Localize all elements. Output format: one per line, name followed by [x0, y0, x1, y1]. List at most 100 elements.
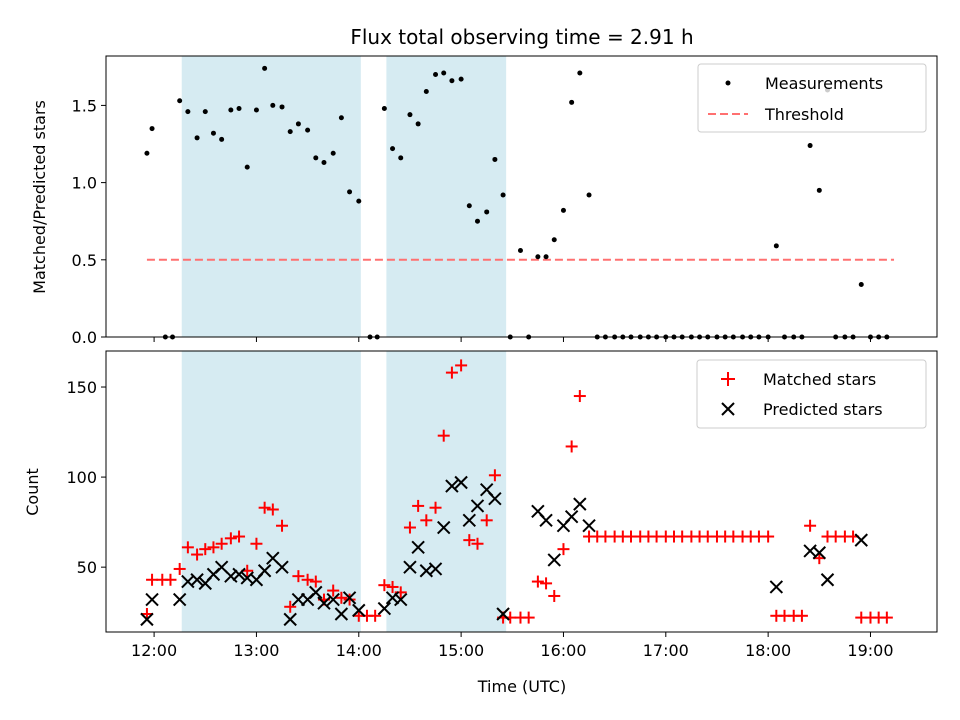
matched-stars-point — [276, 519, 289, 532]
legend-matched-marker — [721, 372, 735, 386]
measurement-point — [474, 218, 480, 224]
legend-threshold-label: Threshold — [764, 105, 844, 124]
measurement-point — [458, 76, 464, 82]
measurement-point — [551, 237, 557, 243]
measurement-point — [381, 105, 387, 111]
predicted-stars-point — [582, 519, 596, 533]
predicted-stars-point — [573, 497, 587, 511]
bottom-y-axis-label: Count — [23, 468, 42, 516]
predicted-stars-point — [539, 513, 553, 528]
measurement-point — [569, 99, 575, 105]
measurement-point — [253, 107, 259, 113]
bottom-legend-box — [696, 359, 927, 429]
measurement-point — [194, 135, 200, 141]
matched-stars-point — [445, 366, 458, 379]
predicted-stars-point — [283, 612, 297, 627]
measurement-point — [305, 127, 311, 133]
measurement-point — [313, 155, 319, 161]
matched-stars-point — [437, 429, 450, 442]
matched-stars-point — [795, 609, 808, 622]
predicted-stars-point — [854, 533, 868, 547]
legend-measurements-marker — [725, 80, 731, 86]
predicted-stars-point — [145, 592, 159, 607]
predicted-stars-point — [769, 580, 784, 594]
predicted-stars-point — [326, 592, 340, 607]
predicted-stars-point — [411, 540, 425, 555]
measurement-point — [202, 109, 208, 115]
matched-stars-point — [266, 503, 279, 516]
predicted-stars-point — [309, 585, 323, 600]
measurement-point — [338, 115, 344, 121]
predicted-stars-point — [496, 607, 510, 621]
top-y-axis: 0.0 0.5 1.0 1.5 — [72, 96, 106, 347]
matched-stars-point — [181, 541, 194, 554]
matched-stars-point — [378, 579, 391, 592]
predicted-stars-point — [428, 562, 443, 576]
measurement-point — [517, 248, 523, 254]
predicted-stars-point — [334, 607, 349, 621]
matched-stars-point — [403, 521, 416, 534]
measurement-point — [816, 187, 822, 193]
top-plot-frame — [105, 55, 938, 338]
measurement-point — [244, 164, 250, 170]
x-tick-label: 19:00 — [847, 641, 893, 660]
bottom-x-axis: 12:00 13:00 14:00 15:00 16:00 17:00 18:00 19:00 — [131, 632, 894, 660]
matched-stars-point — [548, 589, 561, 602]
predicted-stars-point — [190, 573, 204, 587]
bottom-y-axis: 50 100 150 — [66, 378, 106, 577]
predicted-stars-point — [812, 546, 827, 560]
predicted-stars-point — [547, 553, 561, 567]
predicted-stars-point — [342, 591, 357, 605]
top-y-tick-label: 0.5 — [72, 251, 97, 270]
matched-stars-point — [250, 537, 263, 550]
matched-stars-point — [455, 359, 468, 372]
top-legend-box — [697, 63, 927, 133]
x-tick-label: 14:00 — [336, 641, 382, 660]
matched-stars-point — [540, 577, 553, 590]
measurement-point — [356, 198, 362, 204]
predicted-stars-point — [564, 510, 579, 524]
measurement-point — [210, 130, 216, 136]
measurement-point — [321, 160, 327, 166]
predicted-stars-point — [275, 560, 289, 574]
matched-stars-point — [463, 534, 476, 547]
measurement-point — [295, 121, 301, 127]
predicted-stars-point — [232, 567, 246, 582]
measurement-point — [398, 155, 404, 161]
predicted-stars-point — [385, 591, 400, 605]
matched-stars-point — [327, 584, 340, 597]
predicted-stars-point — [352, 603, 366, 618]
measurement-point — [423, 89, 429, 95]
bottom-y-tick-label: 50 — [77, 558, 97, 577]
measurement-point — [415, 121, 421, 127]
matched-stars-point — [412, 499, 425, 512]
bottom-plot-frame — [105, 350, 938, 633]
measurement-point — [347, 189, 353, 195]
x-tick-label: 18:00 — [745, 641, 791, 660]
top-shaded-spans — [181, 56, 507, 337]
matched-stars-point — [292, 570, 305, 583]
x-axis-label: Time (UTC) — [477, 677, 566, 696]
predicted-stars-point — [172, 592, 187, 607]
measurement-point — [807, 143, 813, 149]
matched-stars-point — [429, 501, 442, 514]
matched-stars-point — [343, 593, 356, 606]
matched-stars-point — [301, 573, 314, 586]
matched-stars-point — [522, 611, 535, 624]
top-y-tick-label: 0.0 — [72, 328, 97, 347]
measurement-point — [407, 112, 413, 118]
measurement-point — [287, 129, 293, 135]
measurement-point — [262, 65, 268, 71]
bottom-data-marks — [140, 359, 893, 627]
top-shaded-span-1 — [386, 56, 507, 337]
predicted-stars-point — [488, 491, 502, 506]
measurement-point — [185, 109, 191, 115]
measurement-point — [500, 192, 506, 198]
matched-stars-point — [335, 591, 348, 604]
measurement-point — [858, 282, 864, 288]
matched-stars-point — [420, 514, 433, 527]
predicted-stars-point — [317, 596, 331, 610]
measurement-point — [149, 126, 155, 132]
predicted-stars-point — [140, 612, 154, 627]
